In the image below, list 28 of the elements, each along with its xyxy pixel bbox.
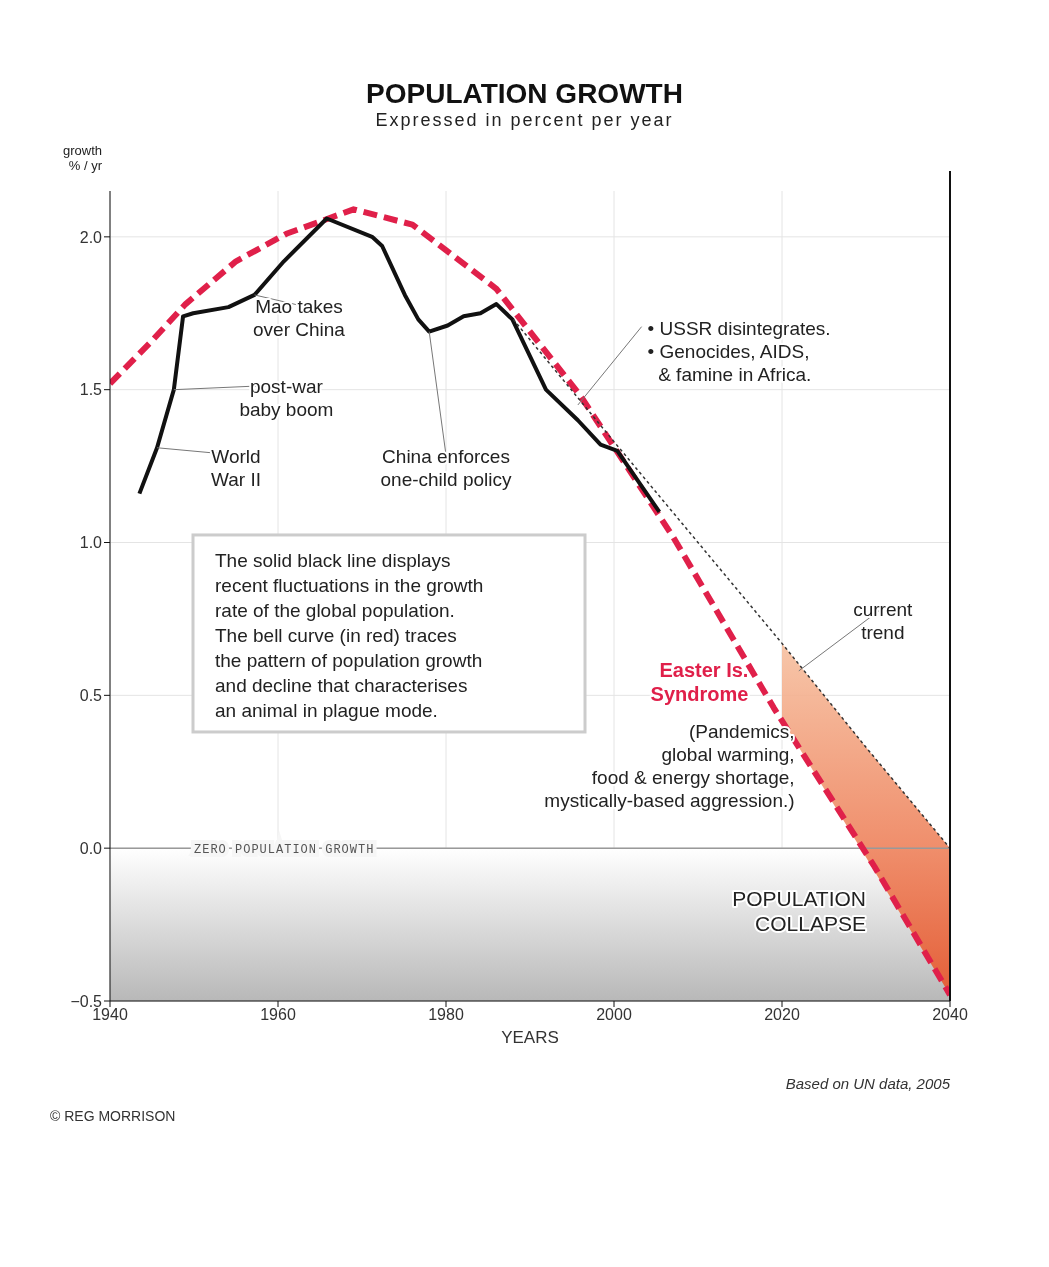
line-series — [512, 318, 950, 849]
text: © REG MORRISON — [50, 1108, 176, 1124]
x-tick-label: 1960 — [260, 1006, 296, 1024]
y-tick-label: 1.5 — [79, 381, 103, 399]
x-tick-label: 2000 — [596, 1006, 632, 1024]
x-axis-title: YEARS — [501, 1028, 559, 1048]
annotation: • USSR disintegrates. • Genocides, AIDS, & famine in Africa. — [647, 317, 831, 385]
annotation: Mao takes over China — [253, 296, 346, 341]
chart-title: POPULATION GROWTH — [365, 78, 684, 110]
x-tick-label: 2040 — [932, 1006, 968, 1024]
annotation: China enforces one-child policy — [380, 446, 512, 491]
y-tick-label: 0.0 — [79, 839, 103, 857]
annotation: Easter Is. Syndrome — [650, 659, 749, 705]
y-tick-label: 2.0 — [79, 228, 103, 246]
x-tick-label: 1980 — [428, 1006, 464, 1024]
y-tick-label: 0.5 — [79, 687, 103, 705]
annotation: World War II — [211, 446, 261, 491]
annotation: current trend — [853, 598, 914, 643]
annotation: post-war baby boom — [239, 375, 334, 420]
text: Based on UN data, 2005 — [785, 1075, 951, 1092]
band-label: POPULATION COLLAPSE — [732, 887, 866, 936]
y-axis-title: growth % / yr — [62, 143, 103, 173]
annotation: (Pandemics, global warming, food & energy shortage, mystically-based aggression.) — [544, 721, 795, 812]
y-tick-label: 1.0 — [79, 534, 103, 552]
x-tick-label: 1940 — [92, 1006, 128, 1024]
x-tick-label: 2020 — [764, 1006, 800, 1024]
chart-subtitle: Expressed in percent per year — [374, 110, 675, 131]
annotation: The solid black line displays recent fluctuations in the growth rate of the global population. The bell curve (in red) traces the pattern of population growth and decline that characterises an animal in plague mode. — [215, 549, 484, 721]
